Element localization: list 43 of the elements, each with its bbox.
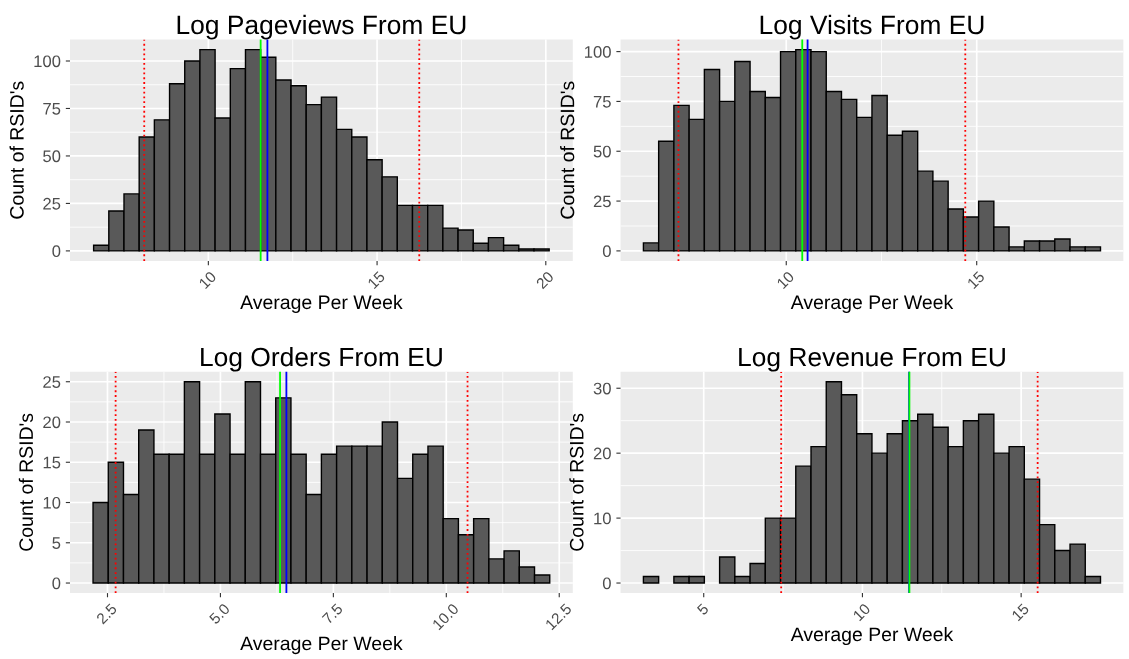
x-axis-title: Average Per Week [240,294,403,313]
chart-title: Log Visits From EU [760,14,984,40]
x-tick-label: 7.5 [321,602,344,625]
x-tick-label: 20 [535,270,555,290]
y-tick-label: 100 [34,55,61,68]
y-tick-label: 50 [593,145,611,158]
chart-title: Log Orders From EU [201,347,442,372]
x-tick-label: 10 [198,270,217,290]
y-tick-label: 0 [52,245,61,258]
y-tick-label: 5 [52,537,61,549]
y-tick-label: 0 [602,577,611,590]
y-tick-label: 25 [43,197,61,210]
x-tick-label: 15 [367,270,386,290]
x-axis-title: Average Per Week [240,636,403,655]
x-axis-title: Average Per Week [790,626,954,646]
y-tick-label: 100 [585,46,611,58]
x-tick-label: 15 [1011,602,1030,622]
x-axis-title: Average Per Week [790,294,954,313]
y-tick-label: 0 [52,577,61,590]
y-tick-label: 20 [593,447,611,460]
y-axis-title: Count of RSID's [560,81,575,219]
y-tick-label: 20 [43,416,61,429]
x-tick-label: 5 [696,602,710,616]
y-tick-label: 30 [593,382,611,395]
x-tick-label: 10 [776,270,795,290]
x-tick-label: 2.5 [95,602,118,625]
y-tick-label: 25 [43,376,61,388]
y-tick-label: 10 [43,496,61,509]
x-tick-label: 5.0 [208,602,231,625]
x-tick-label: 15 [966,270,986,290]
chart-title: Log Revenue From EU [739,347,1005,372]
y-tick-label: 10 [594,512,611,525]
y-tick-label: 25 [593,195,611,208]
y-tick-label: 0 [602,245,611,258]
y-tick-label: 15 [43,456,61,469]
y-axis-title: Count of RSID's [569,413,584,551]
y-tick-label: 50 [43,150,61,163]
chart-title: Log Pageviews From EU [177,14,466,40]
y-axis-title: Count of RSID's [18,413,34,551]
y-tick-label: 75 [43,103,61,115]
y-axis-title: Count of RSID's [9,81,24,219]
y-tick-label: 75 [593,96,611,108]
x-tick-label: 10 [852,602,871,622]
